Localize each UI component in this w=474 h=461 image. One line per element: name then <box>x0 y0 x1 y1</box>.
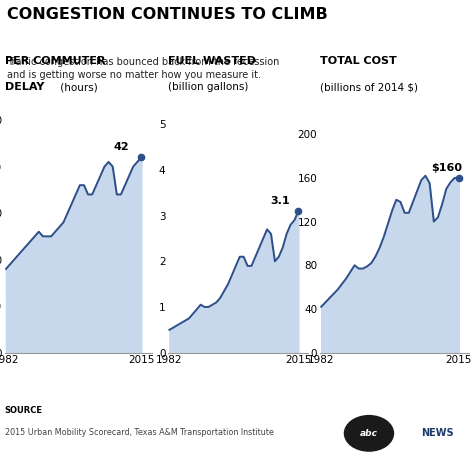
Text: DELAY: DELAY <box>5 82 44 92</box>
Text: 42: 42 <box>114 142 129 152</box>
Text: TOTAL COST: TOTAL COST <box>320 56 397 66</box>
Text: (billions of 2014 $): (billions of 2014 $) <box>320 82 418 92</box>
Ellipse shape <box>344 415 394 452</box>
Text: abc: abc <box>360 429 378 438</box>
Text: NEWS: NEWS <box>421 428 453 438</box>
Text: +520%: +520% <box>210 372 267 387</box>
Text: CONGESTION CONTINUES TO CLIMB: CONGESTION CONTINUES TO CLIMB <box>7 7 328 23</box>
Text: +133%: +133% <box>49 372 107 387</box>
Text: (billion gallons): (billion gallons) <box>168 82 249 92</box>
Text: (hours): (hours) <box>57 82 98 92</box>
Text: Traffic congestion has bounced back from the recession
and is getting worse no m: Traffic congestion has bounced back from… <box>7 57 280 80</box>
Text: FUEL WASTED: FUEL WASTED <box>168 56 256 66</box>
Text: PER COMMUTER: PER COMMUTER <box>5 56 105 66</box>
Text: +281%: +281% <box>366 372 423 387</box>
Text: $160: $160 <box>431 163 462 173</box>
Text: SOURCE: SOURCE <box>5 406 43 415</box>
Text: 2015 Urban Mobility Scorecard, Texas A&M Transportation Institute: 2015 Urban Mobility Scorecard, Texas A&M… <box>5 429 273 437</box>
Text: 3.1: 3.1 <box>271 196 290 206</box>
